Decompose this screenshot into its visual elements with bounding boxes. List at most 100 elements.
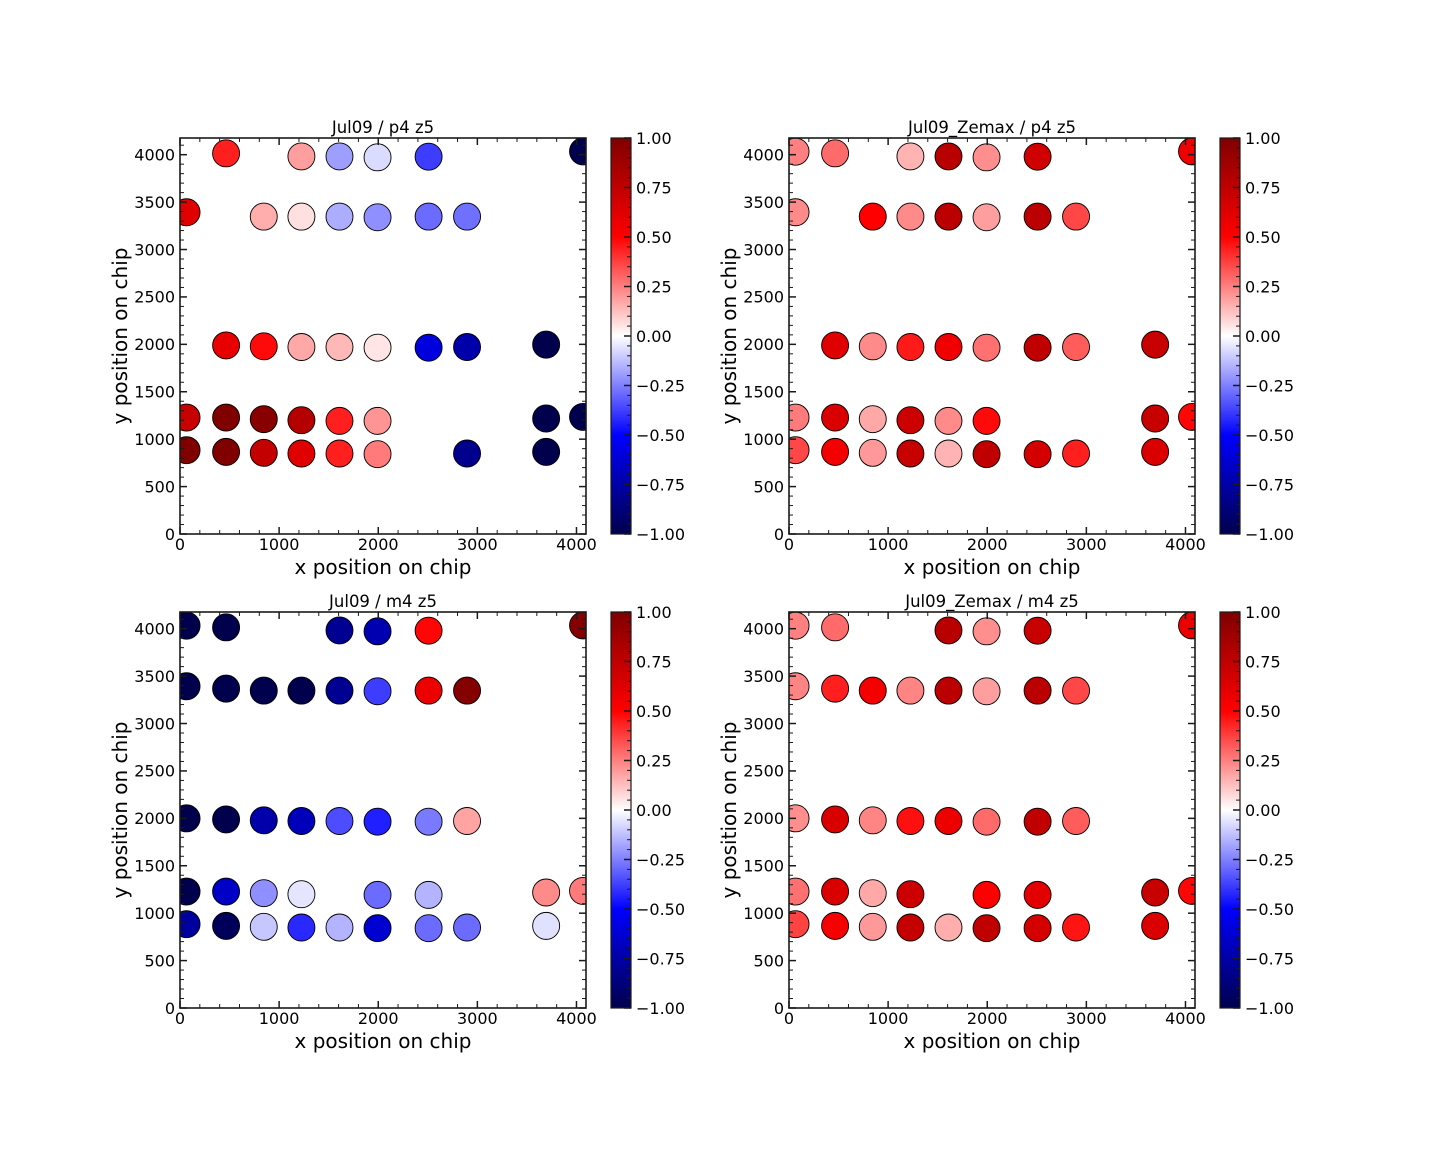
- scatter-point: [972, 440, 1001, 469]
- y-tick-label: 1500: [134, 383, 175, 402]
- scatter-point: [325, 406, 354, 435]
- colorbar-tick-label: 0.50: [636, 228, 672, 247]
- scatter-point: [414, 616, 443, 645]
- axes-frame: [179, 611, 587, 1009]
- axes-frame: [788, 137, 1196, 535]
- axes-frame: [179, 137, 587, 535]
- subplots: 0 1000 2000 3000 4000 0 500 1000 1500 2000 2500 300…: [108, 118, 1294, 1053]
- scatter-point: [858, 806, 887, 835]
- scatter-point: [972, 617, 1001, 646]
- scatter-point: [363, 807, 392, 836]
- x-tick-label: 4000: [1165, 535, 1206, 554]
- colorbar-tick-label: −1.00: [636, 999, 685, 1018]
- colorbar-tick-label: 0.00: [636, 801, 672, 820]
- scatter-point: [414, 807, 443, 836]
- scatter-point: [453, 439, 481, 468]
- scatter-point: [821, 437, 850, 466]
- axes-frame: [788, 611, 1196, 1009]
- scatter-point: [363, 880, 392, 909]
- x-tick-label: 0: [175, 535, 185, 554]
- y-tick-label: 2500: [743, 762, 784, 781]
- colorbar-tick-label: −0.25: [636, 376, 685, 395]
- scatter-point: [858, 202, 887, 231]
- scatter-point: [249, 879, 278, 908]
- colorbar: 1.00 0.75 0.50 0.25 0.00 −0.25 −0.50 −0.75 −1.00: [1219, 129, 1294, 544]
- y-tick-label: 4000: [743, 619, 784, 638]
- x-tick-label: 3000: [457, 535, 498, 554]
- scatter-point: [858, 676, 887, 705]
- scatter-point: [1141, 404, 1170, 433]
- scatter-point: [249, 405, 278, 434]
- scatter-point: [414, 333, 443, 362]
- colorbar-tick-label: −0.50: [1245, 426, 1294, 445]
- colorbar-tick-label: 0.75: [636, 178, 672, 197]
- colorbar-tick-label: 0.25: [636, 751, 672, 770]
- scatter-point: [1178, 138, 1195, 166]
- scatter-point: [180, 672, 201, 701]
- y-tick-label: 3500: [743, 193, 784, 212]
- y-axis-label: y position on chip: [108, 722, 132, 899]
- y-tick-label: 3000: [743, 240, 784, 259]
- colorbar-tick-label: 1.00: [636, 129, 672, 148]
- x-tick-label: 1000: [259, 1009, 300, 1028]
- colorbar-tick-label: −0.25: [1245, 376, 1294, 395]
- scatter-point: [972, 914, 1001, 943]
- scatter-point: [325, 913, 354, 942]
- scatter-point: [896, 202, 925, 231]
- scatter-point: [1141, 330, 1170, 359]
- scatter-point: [287, 406, 316, 435]
- scatter-point: [249, 676, 278, 705]
- x-tick-label: 1000: [868, 1009, 909, 1028]
- plot-area: [789, 138, 1195, 469]
- scatter-point: [363, 143, 392, 172]
- scatter-point: [972, 143, 1001, 172]
- subplot-2: 0 1000 2000 3000 4000 0 500 1000 1500 2000 2500 300…: [717, 118, 1294, 579]
- y-tick-label: 1500: [134, 857, 175, 876]
- x-tick-label: 4000: [556, 535, 597, 554]
- scatter-point: [858, 912, 887, 941]
- colorbar-tick-label: −0.75: [1245, 949, 1294, 968]
- scatter-point: [569, 138, 586, 166]
- scatter-point: [934, 142, 963, 171]
- y-tick-label: 500: [753, 951, 784, 970]
- colorbar-tick-label: 0.25: [636, 277, 672, 296]
- scatter-point: [249, 202, 278, 231]
- scatter-point: [287, 202, 316, 231]
- colorbar-tick-label: 0.00: [1245, 327, 1281, 346]
- y-tick-label: 0: [165, 999, 175, 1018]
- scatter-point: [1062, 807, 1090, 835]
- scatter-point: [363, 617, 392, 646]
- scatter-point: [287, 880, 316, 909]
- scatter-point: [325, 676, 354, 705]
- y-axis-label: y position on chip: [717, 248, 741, 425]
- scatter-point: [325, 333, 354, 361]
- scatter-point: [821, 613, 850, 642]
- colorbar-tick-label: −0.50: [1245, 900, 1294, 919]
- y-tick-label: 1000: [134, 904, 175, 923]
- x-axis-label: x position on chip: [904, 555, 1081, 579]
- colorbar-tick-label: −0.50: [636, 426, 685, 445]
- plot-area: [789, 612, 1195, 943]
- scatter-point: [212, 437, 241, 466]
- scatter-point: [934, 439, 963, 468]
- scatter-point: [453, 807, 481, 835]
- subplot-title: Jul09 / p4 z5: [331, 118, 434, 137]
- colorbar-tick-label: −0.50: [636, 900, 685, 919]
- colorbar-tick-label: 1.00: [1245, 129, 1281, 148]
- x-tick-label: 3000: [1066, 1009, 1107, 1028]
- y-tick-label: 2500: [134, 288, 175, 307]
- scatter-point: [1141, 437, 1170, 466]
- scatter-point: [363, 406, 392, 435]
- scatter-point: [1141, 911, 1170, 940]
- x-tick-label: 0: [784, 535, 794, 554]
- scatter-point: [325, 616, 354, 645]
- scatter-point: [532, 404, 561, 433]
- x-tick-label: 1000: [259, 535, 300, 554]
- scatter-point: [212, 674, 241, 703]
- scatter-point: [972, 333, 1001, 362]
- y-tick-label: 1000: [743, 904, 784, 923]
- y-tick-label: 500: [144, 951, 175, 970]
- colorbar-tick-label: 0.75: [1245, 178, 1281, 197]
- y-tick-label: 500: [144, 477, 175, 496]
- scatter-point: [325, 439, 354, 468]
